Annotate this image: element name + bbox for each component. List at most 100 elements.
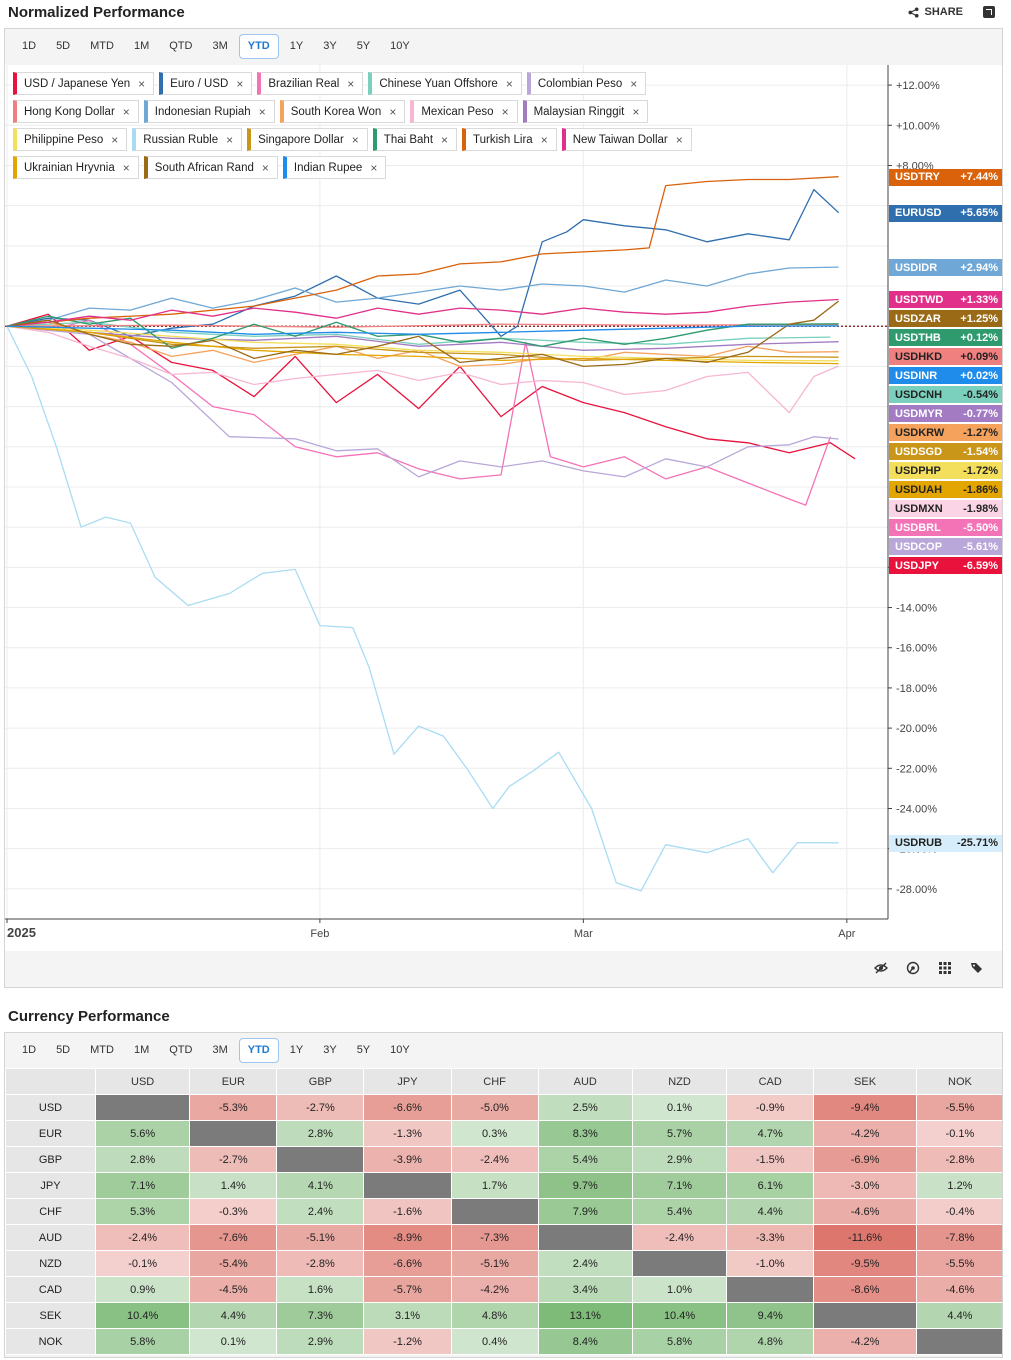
hide-icon[interactable] bbox=[874, 961, 888, 975]
table-tab-1d[interactable]: 1D bbox=[22, 1044, 37, 1056]
share-button[interactable]: SHARE bbox=[908, 6, 963, 18]
chart-tab-ytd[interactable]: YTD bbox=[238, 34, 279, 59]
legend-item-usdbrl[interactable]: Brazilian Real × bbox=[257, 72, 364, 95]
chart-tab-3m[interactable]: 3M bbox=[212, 40, 228, 52]
badge-value: +0.02% bbox=[960, 369, 998, 382]
cell-usd-gbp: -2.7% bbox=[276, 1094, 365, 1121]
column-header-gbp[interactable]: GBP bbox=[276, 1068, 365, 1095]
remove-icon[interactable]: × bbox=[630, 76, 638, 91]
remove-icon[interactable]: × bbox=[370, 160, 378, 175]
column-header-nzd[interactable]: NZD bbox=[631, 1068, 728, 1095]
cell-chf-eur: -0.3% bbox=[189, 1198, 278, 1225]
chart-tab-qtd[interactable]: QTD bbox=[169, 40, 193, 52]
cell-eur-gbp: 2.8% bbox=[276, 1120, 365, 1147]
remove-icon[interactable]: × bbox=[122, 104, 130, 119]
badge-symbol: USDCNH bbox=[895, 388, 943, 401]
chart-tab-10y[interactable]: 10Y bbox=[390, 40, 410, 52]
badge-symbol: EURUSD bbox=[895, 207, 942, 220]
column-header-sek[interactable]: SEK bbox=[813, 1068, 917, 1095]
tag-icon[interactable] bbox=[970, 961, 984, 975]
remove-icon[interactable]: × bbox=[236, 76, 244, 91]
column-header-usd[interactable]: USD bbox=[94, 1068, 191, 1095]
row-header-chf: CHF bbox=[5, 1198, 96, 1225]
table-tab-3y[interactable]: 3Y bbox=[323, 1044, 337, 1056]
series-line-usdinr bbox=[6, 325, 839, 335]
chart-timeframe-bar: 1D 5D MTD 1M QTD 3M YTD 1Y 3Y 5Y 10Y bbox=[13, 34, 419, 59]
legend-item-usdcop[interactable]: Colombian Peso × bbox=[526, 72, 647, 95]
legend-item-usdphp[interactable]: Philippine Peso × bbox=[13, 128, 128, 151]
legend-item-usdzar[interactable]: South African Rand × bbox=[143, 156, 278, 179]
cell-eur-nzd: 5.7% bbox=[631, 1120, 728, 1147]
chart-tab-mtd[interactable]: MTD bbox=[90, 40, 114, 52]
column-header-eur[interactable]: EUR bbox=[189, 1068, 278, 1095]
legend-item-usdinr[interactable]: Indian Rupee × bbox=[282, 156, 387, 179]
remove-icon[interactable]: × bbox=[138, 76, 146, 91]
y-tick-label: -16.00% bbox=[896, 643, 937, 655]
chart-tab-1y[interactable]: 1Y bbox=[289, 40, 304, 52]
legend-item-usdtwd[interactable]: New Taiwan Dollar × bbox=[561, 128, 692, 151]
legend-item-usdmyr[interactable]: Malaysian Ringgit × bbox=[522, 100, 649, 123]
chart-tab-1m[interactable]: 1M bbox=[133, 40, 150, 52]
table-tab-5y[interactable]: 5Y bbox=[356, 1044, 371, 1056]
grid-icon[interactable] bbox=[938, 961, 952, 975]
legend-item-eurusd[interactable]: Euro / USD × bbox=[159, 72, 253, 95]
legend-item-usdtry[interactable]: Turkish Lira × bbox=[462, 128, 557, 151]
column-header-nok[interactable]: NOK bbox=[915, 1068, 1002, 1095]
column-header-cad[interactable]: CAD bbox=[726, 1068, 815, 1095]
chart-toolbar bbox=[874, 961, 984, 975]
value-badge-usdcop: USDCOP -5.61% bbox=[889, 538, 1002, 556]
legend-item-usduah[interactable]: Ukrainian Hryvnia × bbox=[13, 156, 139, 179]
remove-icon[interactable]: × bbox=[351, 132, 359, 147]
remove-icon[interactable]: × bbox=[226, 132, 234, 147]
remove-icon[interactable]: × bbox=[389, 104, 397, 119]
legend-item-usdrub[interactable]: Russian Ruble × bbox=[132, 128, 243, 151]
table-tab-5d[interactable]: 5D bbox=[56, 1044, 71, 1056]
column-header-chf[interactable]: CHF bbox=[450, 1068, 539, 1095]
table-tab-1y[interactable]: 1Y bbox=[289, 1044, 304, 1056]
cell-gbp-aud: 5.4% bbox=[537, 1146, 633, 1173]
remove-icon[interactable]: × bbox=[501, 104, 509, 119]
remove-icon[interactable]: × bbox=[540, 132, 548, 147]
legend-item-usdthb[interactable]: Thai Baht × bbox=[372, 128, 458, 151]
chart-tab-5y[interactable]: 5Y bbox=[356, 40, 371, 52]
badge-value: -25.71% bbox=[957, 837, 998, 850]
remove-icon[interactable]: × bbox=[675, 132, 683, 147]
column-header-aud[interactable]: AUD bbox=[537, 1068, 633, 1095]
badge-symbol: USDCOP bbox=[895, 540, 943, 553]
cell-jpy-gbp: 4.1% bbox=[276, 1172, 365, 1199]
cell-aud-jpy: -8.9% bbox=[363, 1224, 452, 1251]
table-tab-ytd[interactable]: YTD bbox=[238, 1038, 279, 1063]
remove-icon[interactable]: × bbox=[258, 104, 266, 119]
legend-item-usdjpy[interactable]: USD / Japanese Yen × bbox=[13, 72, 155, 95]
legend-item-usdsgd[interactable]: Singapore Dollar × bbox=[247, 128, 368, 151]
column-header-jpy[interactable]: JPY bbox=[363, 1068, 452, 1095]
remove-icon[interactable]: × bbox=[347, 76, 355, 91]
legend-item-usdkrw[interactable]: South Korea Won × bbox=[279, 100, 406, 123]
remove-icon[interactable]: × bbox=[441, 132, 449, 147]
legend-item-usdcnh[interactable]: Chinese Yuan Offshore × bbox=[368, 72, 522, 95]
remove-icon[interactable]: × bbox=[632, 104, 640, 119]
table-tab-10y[interactable]: 10Y bbox=[390, 1044, 410, 1056]
chart-tab-1d[interactable]: 1D bbox=[22, 40, 37, 52]
legend-label: New Taiwan Dollar bbox=[572, 133, 668, 146]
crosshair-icon[interactable] bbox=[906, 961, 920, 975]
cell-eur-aud: 8.3% bbox=[537, 1120, 633, 1147]
chart-tab-3y[interactable]: 3Y bbox=[323, 40, 337, 52]
remove-icon[interactable]: × bbox=[505, 76, 513, 91]
legend-item-usdmxn[interactable]: Mexican Peso × bbox=[410, 100, 518, 123]
table-row-cad: CAD 0.9% -4.5% 1.6% -5.7% -4.2% 3.4% 1.0% -8.6% -… bbox=[5, 1276, 1002, 1303]
table-tab-mtd[interactable]: MTD bbox=[90, 1044, 114, 1056]
x-tick-label: Mar bbox=[574, 928, 593, 940]
badge-value: -5.50% bbox=[963, 521, 998, 534]
legend-item-usdidr[interactable]: Indonesian Rupiah × bbox=[143, 100, 275, 123]
table-tab-3m[interactable]: 3M bbox=[212, 1044, 228, 1056]
remove-icon[interactable]: × bbox=[111, 132, 119, 147]
legend-item-usdhkd[interactable]: Hong Kong Dollar × bbox=[13, 100, 139, 123]
table-tab-qtd[interactable]: QTD bbox=[169, 1044, 193, 1056]
chart-tab-5d[interactable]: 5D bbox=[56, 40, 71, 52]
expand-icon[interactable] bbox=[983, 6, 995, 18]
table-tab-1m[interactable]: 1M bbox=[133, 1044, 150, 1056]
remove-icon[interactable]: × bbox=[261, 160, 269, 175]
plot-area bbox=[5, 65, 1002, 951]
remove-icon[interactable]: × bbox=[122, 160, 130, 175]
